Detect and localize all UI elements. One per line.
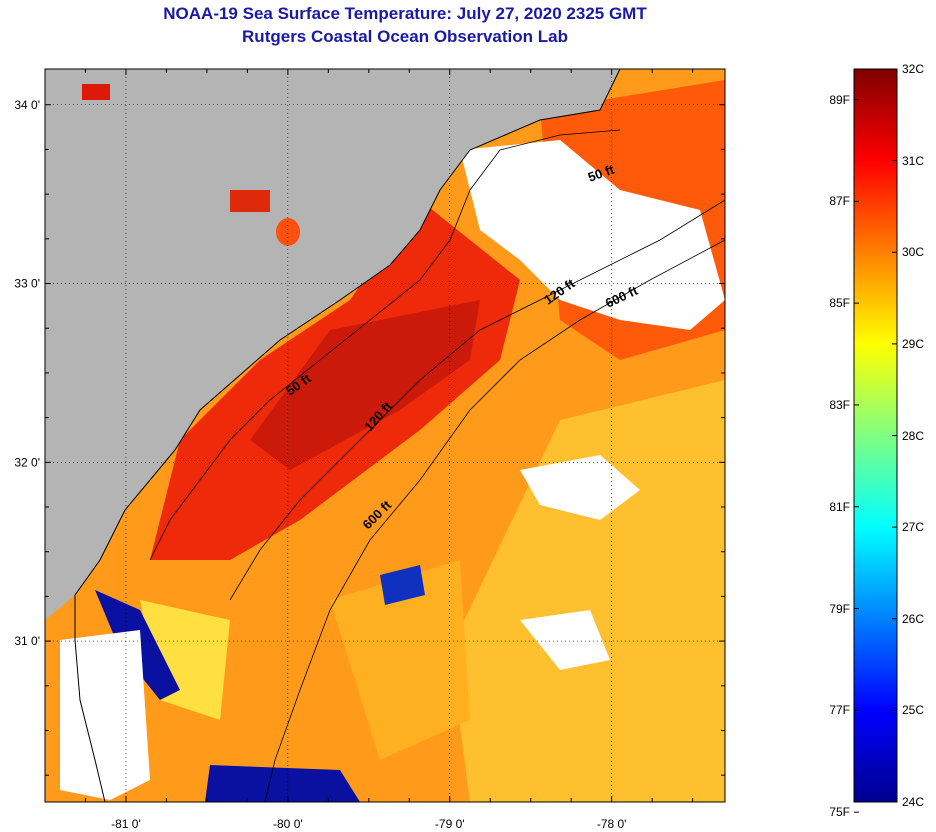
colorbar-label-celsius: 31C (902, 153, 925, 168)
cooler-offshore-2 (330, 560, 470, 760)
cooler-offshore (450, 380, 725, 802)
lake-patch-1 (82, 84, 110, 100)
coastline (74, 69, 621, 802)
hottest-core (250, 300, 480, 470)
cloud-coast-fl (60, 630, 150, 800)
colorbar-label-celsius: 26C (902, 611, 925, 626)
cold-water-south (205, 765, 360, 802)
colorbar-label-celsius: 32C (902, 62, 925, 76)
map-frame (44, 68, 726, 803)
colorbar-label-celsius: 27C (902, 520, 925, 535)
colorbar-label-fahrenheit: 85F (829, 296, 850, 311)
colorbar (853, 68, 898, 803)
lon-tick-label: -80 0' (273, 817, 303, 831)
colorbar-label-celsius: 25C (902, 703, 925, 718)
lat-tick-label: 31 0' (14, 634, 40, 648)
lon-tick-label: -79 0' (435, 817, 465, 831)
lat-tick-label: 32 0' (14, 455, 40, 469)
colorbar-label-fahrenheit: 77F (829, 703, 850, 718)
cloud-south (520, 610, 610, 670)
colorbar-label-fahrenheit: 83F (829, 397, 850, 412)
colorbar-label-celsius: 28C (902, 428, 925, 443)
lake-patch-3 (276, 218, 300, 246)
cloud-mid (520, 455, 640, 520)
lat-tick-label: 34 0' (14, 98, 40, 112)
lon-tick-label: -81 0' (111, 817, 141, 831)
chart-subtitle: Rutgers Coastal Ocean Observation Lab (242, 27, 568, 46)
land-mass (45, 69, 620, 620)
colorbar-label-celsius: 24C (902, 795, 925, 809)
lon-tick-label: -78 0' (597, 817, 627, 831)
isobath-50ft (149, 129, 621, 561)
colorbar-label-fahrenheit: 89F (829, 92, 850, 107)
colorbar-label-fahrenheit: 87F (829, 194, 850, 209)
lake-patch-2 (230, 190, 270, 212)
colorbar-label-celsius: 29C (902, 336, 925, 351)
colorbar-label-fahrenheit: 79F (829, 601, 850, 616)
cloud-ne (460, 140, 725, 330)
isobath-600ft (264, 239, 725, 802)
colorbar-label-celsius: 30C (902, 245, 925, 260)
chart-title: NOAA-19 Sea Surface Temperature: July 27… (163, 4, 647, 23)
cold-patch-offshore (380, 565, 425, 605)
lat-tick-label: 33 0' (14, 277, 40, 291)
isobath-120ft (229, 199, 725, 601)
colorbar-label-fahrenheit: 81F (829, 499, 850, 514)
colorbar-label-fahrenheit: 75F (829, 805, 850, 820)
